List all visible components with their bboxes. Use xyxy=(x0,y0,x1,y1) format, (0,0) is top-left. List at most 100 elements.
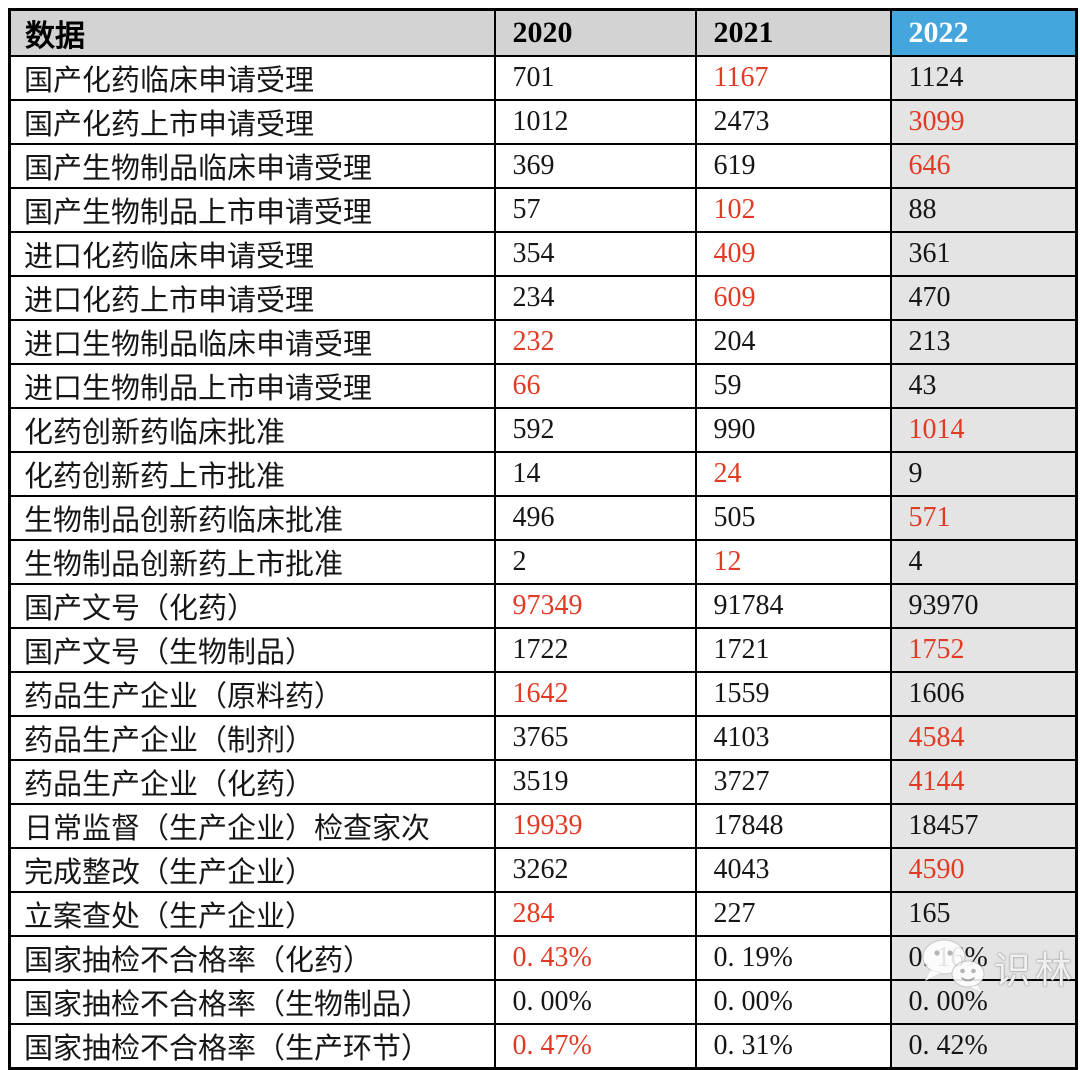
cell-2021: 0. 00% xyxy=(694,979,892,1025)
row-label: 国产化药临床申请受理 xyxy=(8,55,496,101)
cell-2022: 4 xyxy=(889,539,1078,585)
row-label: 生物制品创新药临床批准 xyxy=(8,495,496,541)
cell-2022: 1752 xyxy=(889,627,1078,673)
cell-2022: 165 xyxy=(889,891,1078,937)
cell-2021: 59 xyxy=(694,363,892,409)
header-cell-2020: 2020 xyxy=(493,8,697,57)
cell-2020: 354 xyxy=(493,231,697,277)
table-row: 国产文号（生物制品） 1722 1721 1752 xyxy=(8,627,1078,673)
cell-2021: 1559 xyxy=(694,671,892,717)
row-label: 立案查处（生产企业） xyxy=(8,891,496,937)
row-label: 国产生物制品上市申请受理 xyxy=(8,187,496,233)
table-row: 国家抽检不合格率（生物制品） 0. 00% 0. 00% 0. 00% xyxy=(8,979,1078,1025)
cell-2020: 284 xyxy=(493,891,697,937)
table-row: 日常监督（生产企业）检查家次 19939 17848 18457 xyxy=(8,803,1078,849)
table-row: 进口生物制品临床申请受理 232 204 213 xyxy=(8,319,1078,365)
cell-2022: 0. 16% xyxy=(889,935,1078,981)
row-label: 化药创新药上市批准 xyxy=(8,451,496,497)
row-label: 药品生产企业（原料药） xyxy=(8,671,496,717)
cell-2021: 0. 31% xyxy=(694,1023,892,1070)
row-label: 进口生物制品上市申请受理 xyxy=(8,363,496,409)
cell-2021: 1721 xyxy=(694,627,892,673)
table-row: 药品生产企业（原料药） 1642 1559 1606 xyxy=(8,671,1078,717)
row-label: 国家抽检不合格率（化药） xyxy=(8,935,496,981)
row-label: 化药创新药临床批准 xyxy=(8,407,496,453)
cell-2020: 14 xyxy=(493,451,697,497)
cell-2022: 0. 42% xyxy=(889,1023,1078,1070)
cell-2022: 3099 xyxy=(889,99,1078,145)
table-row: 药品生产企业（化药） 3519 3727 4144 xyxy=(8,759,1078,805)
table-row: 国产生物制品上市申请受理 57 102 88 xyxy=(8,187,1078,233)
cell-2020: 19939 xyxy=(493,803,697,849)
row-label: 国产化药上市申请受理 xyxy=(8,99,496,145)
row-label: 药品生产企业（化药） xyxy=(8,759,496,805)
table-row: 生物制品创新药上市批准 2 12 4 xyxy=(8,539,1078,585)
cell-2020: 234 xyxy=(493,275,697,321)
row-label: 国产文号（生物制品） xyxy=(8,627,496,673)
cell-2021: 24 xyxy=(694,451,892,497)
cell-2022: 213 xyxy=(889,319,1078,365)
cell-2021: 409 xyxy=(694,231,892,277)
row-label: 进口化药临床申请受理 xyxy=(8,231,496,277)
cell-2020: 369 xyxy=(493,143,697,189)
table-row: 完成整改（生产企业） 3262 4043 4590 xyxy=(8,847,1078,893)
stats-table: 数据 2020 2021 2022 国产化药临床申请受理 701 1167 1124 国… xyxy=(8,8,1078,1070)
table-row: 立案查处（生产企业） 284 227 165 xyxy=(8,891,1078,937)
cell-2022: 470 xyxy=(889,275,1078,321)
table-row: 化药创新药上市批准 14 24 9 xyxy=(8,451,1078,497)
cell-2020: 232 xyxy=(493,319,697,365)
table-row: 国产生物制品临床申请受理 369 619 646 xyxy=(8,143,1078,189)
cell-2022: 4590 xyxy=(889,847,1078,893)
cell-2020: 3519 xyxy=(493,759,697,805)
table-row: 进口化药上市申请受理 234 609 470 xyxy=(8,275,1078,321)
cell-2020: 2 xyxy=(493,539,697,585)
cell-2021: 0. 19% xyxy=(694,935,892,981)
row-label: 药品生产企业（制剂） xyxy=(8,715,496,761)
header-cell-2022: 2022 xyxy=(889,8,1078,57)
table-row: 国产文号（化药） 97349 91784 93970 xyxy=(8,583,1078,629)
cell-2020: 592 xyxy=(493,407,697,453)
cell-2022: 1014 xyxy=(889,407,1078,453)
cell-2021: 12 xyxy=(694,539,892,585)
cell-2021: 227 xyxy=(694,891,892,937)
row-label: 完成整改（生产企业） xyxy=(8,847,496,893)
cell-2020: 1012 xyxy=(493,99,697,145)
row-label: 国家抽检不合格率（生产环节） xyxy=(8,1023,496,1070)
cell-2021: 609 xyxy=(694,275,892,321)
table-row: 进口生物制品上市申请受理 66 59 43 xyxy=(8,363,1078,409)
cell-2020: 0. 00% xyxy=(493,979,697,1025)
row-label: 国产文号（化药） xyxy=(8,583,496,629)
row-label: 国产生物制品临床申请受理 xyxy=(8,143,496,189)
cell-2022: 1124 xyxy=(889,55,1078,101)
cell-2020: 496 xyxy=(493,495,697,541)
cell-2021: 990 xyxy=(694,407,892,453)
cell-2022: 571 xyxy=(889,495,1078,541)
cell-2021: 4043 xyxy=(694,847,892,893)
cell-2022: 4584 xyxy=(889,715,1078,761)
cell-2022: 646 xyxy=(889,143,1078,189)
row-label: 日常监督（生产企业）检查家次 xyxy=(8,803,496,849)
cell-2020: 701 xyxy=(493,55,697,101)
cell-2020: 3765 xyxy=(493,715,697,761)
cell-2020: 1642 xyxy=(493,671,697,717)
cell-2020: 0. 43% xyxy=(493,935,697,981)
table-row: 化药创新药临床批准 592 990 1014 xyxy=(8,407,1078,453)
table-row: 国产化药临床申请受理 701 1167 1124 xyxy=(8,55,1078,101)
cell-2022: 361 xyxy=(889,231,1078,277)
cell-2020: 97349 xyxy=(493,583,697,629)
table-row: 进口化药临床申请受理 354 409 361 xyxy=(8,231,1078,277)
cell-2021: 619 xyxy=(694,143,892,189)
row-label: 进口化药上市申请受理 xyxy=(8,275,496,321)
cell-2021: 102 xyxy=(694,187,892,233)
table-body: 国产化药临床申请受理 701 1167 1124 国产化药上市申请受理 1012 2473 3… xyxy=(8,55,1078,1070)
cell-2022: 93970 xyxy=(889,583,1078,629)
cell-2021: 505 xyxy=(694,495,892,541)
cell-2021: 17848 xyxy=(694,803,892,849)
cell-2021: 91784 xyxy=(694,583,892,629)
cell-2022: 43 xyxy=(889,363,1078,409)
header-cell-metric: 数据 xyxy=(8,8,496,57)
cell-2020: 66 xyxy=(493,363,697,409)
cell-2022: 18457 xyxy=(889,803,1078,849)
cell-2021: 204 xyxy=(694,319,892,365)
row-label: 进口生物制品临床申请受理 xyxy=(8,319,496,365)
